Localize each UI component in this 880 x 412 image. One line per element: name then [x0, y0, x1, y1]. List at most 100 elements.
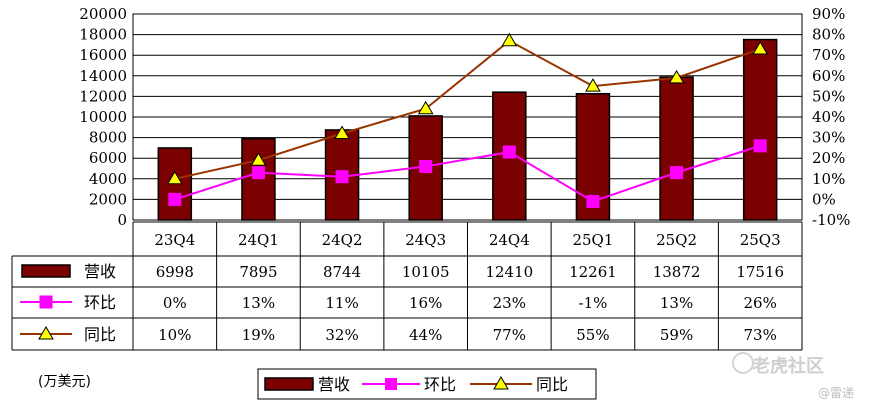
legend-label: 营收 — [318, 375, 350, 394]
yoy-point — [166, 170, 183, 185]
data-label: 7895 — [239, 263, 277, 281]
bar-revenue — [659, 76, 694, 221]
right-tick-label: -10% — [812, 211, 850, 229]
legend-label: 同比 — [536, 375, 568, 394]
left-tick-label: 6000 — [89, 149, 127, 167]
right-tick-label: 50% — [812, 87, 845, 105]
right-tick-label: 40% — [812, 108, 845, 126]
qoq-point — [502, 145, 516, 159]
data-label: 16% — [409, 294, 442, 312]
category-label: 25Q1 — [572, 231, 613, 249]
data-label: 13% — [660, 294, 693, 312]
watermark-logo-icon — [732, 352, 754, 374]
category-label: 24Q2 — [322, 231, 363, 249]
qoq-line — [174, 144, 761, 203]
qoq-point — [251, 166, 265, 180]
qoq-point — [419, 159, 433, 173]
left-tick-label: 0 — [117, 211, 127, 229]
qoq-point — [670, 166, 684, 180]
bar-revenue — [241, 137, 276, 221]
yoy-line — [174, 39, 761, 180]
left-tick-label: 2000 — [89, 190, 127, 208]
qoq-point — [168, 192, 182, 206]
data-label: 77% — [493, 326, 526, 344]
bar-series — [157, 38, 778, 221]
watermark-text: 老虎社区 — [752, 356, 824, 377]
right-tick-label: 10% — [812, 170, 845, 188]
category-label: 25Q3 — [740, 231, 781, 249]
data-label: 55% — [576, 326, 609, 344]
data-label: 10105 — [402, 263, 450, 281]
legend-key-qoq-point — [385, 378, 397, 390]
left-tick-label: 4000 — [89, 170, 127, 188]
qoq-point — [335, 170, 349, 184]
qoq-point — [586, 194, 600, 208]
yoy-point — [752, 41, 769, 55]
left-tick-label: 10000 — [79, 108, 127, 126]
data-label: 44% — [409, 326, 442, 344]
data-label: 26% — [744, 294, 777, 312]
line-series — [166, 32, 769, 208]
category-label: 24Q3 — [405, 231, 446, 249]
data-label: 13872 — [653, 263, 701, 281]
data-label: 32% — [325, 326, 358, 344]
data-label: 6998 — [156, 263, 194, 281]
left-tick-label: 8000 — [89, 129, 127, 147]
yoy-point — [250, 152, 267, 166]
category-label: 25Q2 — [656, 231, 697, 249]
left-tick-label: 16000 — [79, 46, 127, 64]
left-tick-label: 12000 — [79, 87, 127, 105]
gridlines — [132, 13, 803, 221]
left-tick-label: 20000 — [79, 5, 127, 23]
right-tick-label: 60% — [812, 67, 845, 85]
category-label: 24Q4 — [489, 231, 530, 249]
left-tick-label: 18000 — [79, 26, 127, 44]
unit-note: (万美元) — [38, 374, 91, 390]
yoy-key-point — [38, 326, 54, 340]
data-label: 11% — [325, 294, 358, 312]
axes: 0 2000 4000 6000 8000 10000 12000 14000 16000 180… — [79, 5, 850, 229]
yoy-point — [501, 32, 518, 47]
data-label: 73% — [744, 326, 777, 344]
data-label: 23% — [493, 294, 526, 312]
bar-revenue — [742, 38, 778, 221]
data-table: 23Q4 24Q1 24Q2 24Q3 24Q4 25Q1 25Q2 25Q3 营收 6998 78… — [11, 221, 803, 351]
plot-frame — [132, 13, 803, 221]
yoy-point — [334, 125, 350, 139]
category-label: 23Q4 — [154, 231, 195, 249]
right-tick-label: 30% — [812, 129, 845, 147]
legend-label: 环比 — [424, 375, 456, 394]
left-tick-label: 14000 — [79, 67, 127, 85]
right-tick-label: 20% — [812, 149, 845, 167]
data-label: 12261 — [569, 263, 617, 281]
row-label: 环比 — [84, 293, 116, 312]
data-label: 59% — [660, 326, 693, 344]
legend: 营收 环比 同比 — [257, 368, 597, 400]
yoy-point — [668, 69, 685, 84]
row-label: 同比 — [84, 325, 116, 344]
data-label: 10% — [158, 326, 191, 344]
data-label: 13% — [242, 294, 275, 312]
data-label: 0% — [163, 294, 187, 312]
right-tick-label: 90% — [812, 5, 845, 23]
right-tick-label: 0% — [812, 190, 836, 208]
legend-box — [257, 368, 597, 400]
yoy-point — [585, 78, 601, 92]
qoq-key-point — [39, 295, 53, 309]
watermark-author: @雷递 — [818, 386, 855, 400]
qoq-point — [753, 139, 767, 153]
data-label: 17516 — [736, 263, 784, 281]
data-label: 19% — [242, 326, 275, 344]
data-label: -1% — [579, 294, 608, 312]
row-label: 营收 — [84, 262, 116, 281]
key-bar — [21, 264, 71, 278]
legend-key-bar — [264, 377, 314, 391]
data-label: 8744 — [323, 263, 361, 281]
legend-key-yoy-point — [493, 376, 509, 390]
yoy-point — [417, 100, 434, 115]
right-tick-label: 70% — [812, 46, 845, 64]
category-label: 24Q1 — [238, 231, 279, 249]
data-label: 12410 — [485, 263, 533, 281]
right-tick-label: 80% — [812, 26, 845, 44]
